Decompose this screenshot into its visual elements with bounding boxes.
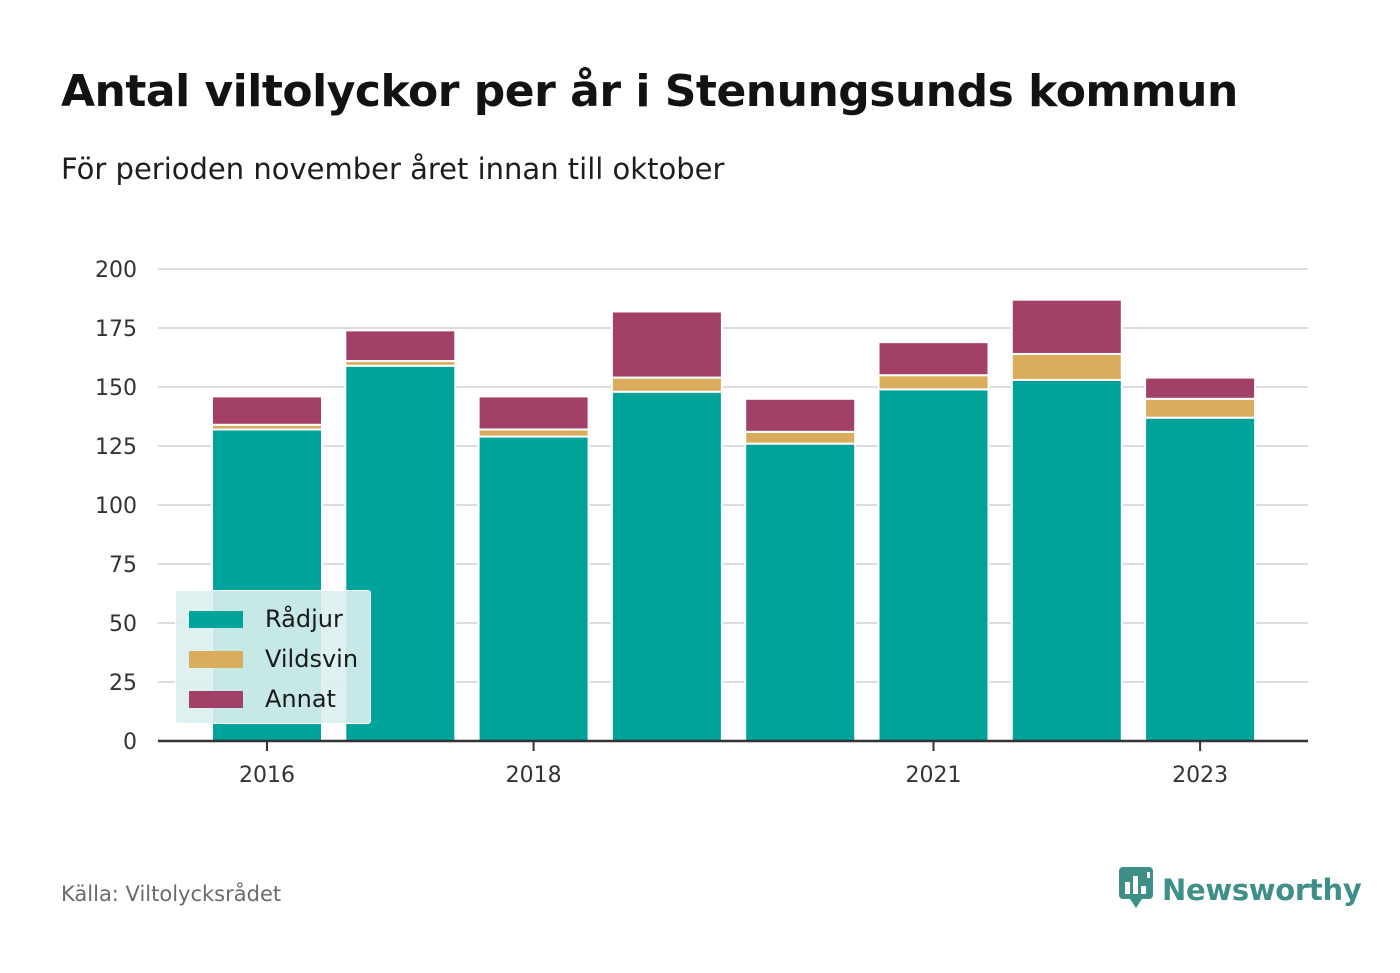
y-tick-label: 100 <box>95 494 137 519</box>
source-note: Källa: Viltolycksrådet <box>61 882 282 906</box>
legend-item-vildsvin: Vildsvin <box>189 645 358 673</box>
y-tick-label: 0 <box>123 730 137 755</box>
x-tick-label: 2016 <box>239 763 295 788</box>
bar-segment-annat-2022 <box>1010 298 1123 355</box>
bar-segment-radjur-2023 <box>1144 416 1257 742</box>
y-tick-label: 200 <box>95 258 137 283</box>
brand: Newsworthy <box>1118 866 1362 914</box>
x-tick-label: 2023 <box>1172 763 1228 788</box>
legend-swatch-vildsvin <box>189 650 243 668</box>
bars <box>211 298 1257 742</box>
bar-segment-annat-2023 <box>1144 376 1257 400</box>
bar-segment-radjur-2020 <box>744 442 857 742</box>
brand-name: Newsworthy <box>1162 873 1362 907</box>
bar-segment-vildsvin-2023 <box>1144 397 1257 419</box>
x-tick-label: 2018 <box>506 763 562 788</box>
bar-segment-annat-2019 <box>610 310 723 379</box>
bar-segment-vildsvin-2020 <box>744 430 857 445</box>
bar-segment-radjur-2021 <box>877 388 990 742</box>
legend-label-vildsvin: Vildsvin <box>265 645 359 673</box>
legend-item-annat: Annat <box>189 685 336 713</box>
y-tick-label: 25 <box>109 671 137 696</box>
legend-label-annat: Annat <box>265 685 336 713</box>
bar-segment-radjur-2022 <box>1010 378 1123 742</box>
y-tick-label: 50 <box>109 612 137 637</box>
legend-label-radjur: Rådjur <box>265 605 343 633</box>
chart-title: Antal viltolyckor per år i Stenungsunds … <box>61 66 1238 117</box>
bar-segment-annat-2020 <box>744 397 857 433</box>
y-tick-label: 150 <box>95 376 137 401</box>
legend-swatch-radjur <box>189 610 243 628</box>
y-tick-label: 175 <box>95 317 137 342</box>
bar-chart-speech-bubble-icon <box>1118 866 1154 914</box>
y-tick-label: 75 <box>109 553 137 578</box>
bar-segment-radjur-2018 <box>477 435 590 742</box>
bar-segment-annat-2016 <box>211 395 323 426</box>
bar-segment-vildsvin-2018 <box>477 428 590 438</box>
legend: Rådjur Vildsvin Annat <box>175 590 371 724</box>
bar-segment-radjur-2019 <box>610 390 723 742</box>
x-tick-label: 2021 <box>906 763 962 788</box>
chart-subtitle: För perioden november året innan till ok… <box>61 152 725 186</box>
y-tick-label: 125 <box>95 435 137 460</box>
bar-segment-vildsvin-2019 <box>610 376 723 393</box>
legend-item-radjur: Rådjur <box>189 605 343 633</box>
bar-segment-annat-2021 <box>877 341 990 377</box>
axes: 0 25 50 75 100 125 150 175 200 2016 2018 2021 2023 <box>95 258 1308 788</box>
bar-segment-annat-2018 <box>477 395 590 431</box>
bar-segment-vildsvin-2021 <box>877 374 990 391</box>
legend-swatch-annat <box>189 690 243 708</box>
bar-segment-annat-2017 <box>344 329 457 363</box>
bar-segment-vildsvin-2022 <box>1010 352 1123 381</box>
